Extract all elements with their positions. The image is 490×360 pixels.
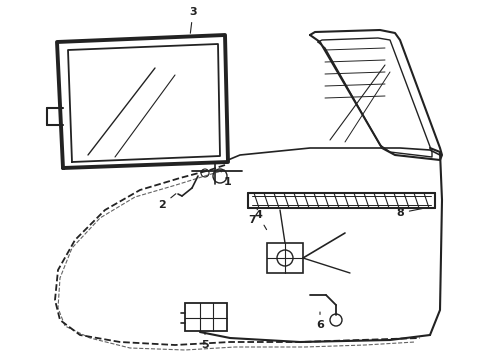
Text: 5: 5: [201, 333, 209, 350]
Text: 7: 7: [248, 208, 258, 225]
Text: 4: 4: [254, 210, 267, 230]
Text: 2: 2: [158, 194, 176, 210]
Bar: [185, 303, 227, 331]
Text: 8: 8: [396, 208, 422, 218]
Text: 1: 1: [220, 170, 232, 187]
Text: 6: 6: [316, 312, 324, 330]
Bar: [267, 243, 303, 273]
Text: 3: 3: [189, 7, 197, 33]
